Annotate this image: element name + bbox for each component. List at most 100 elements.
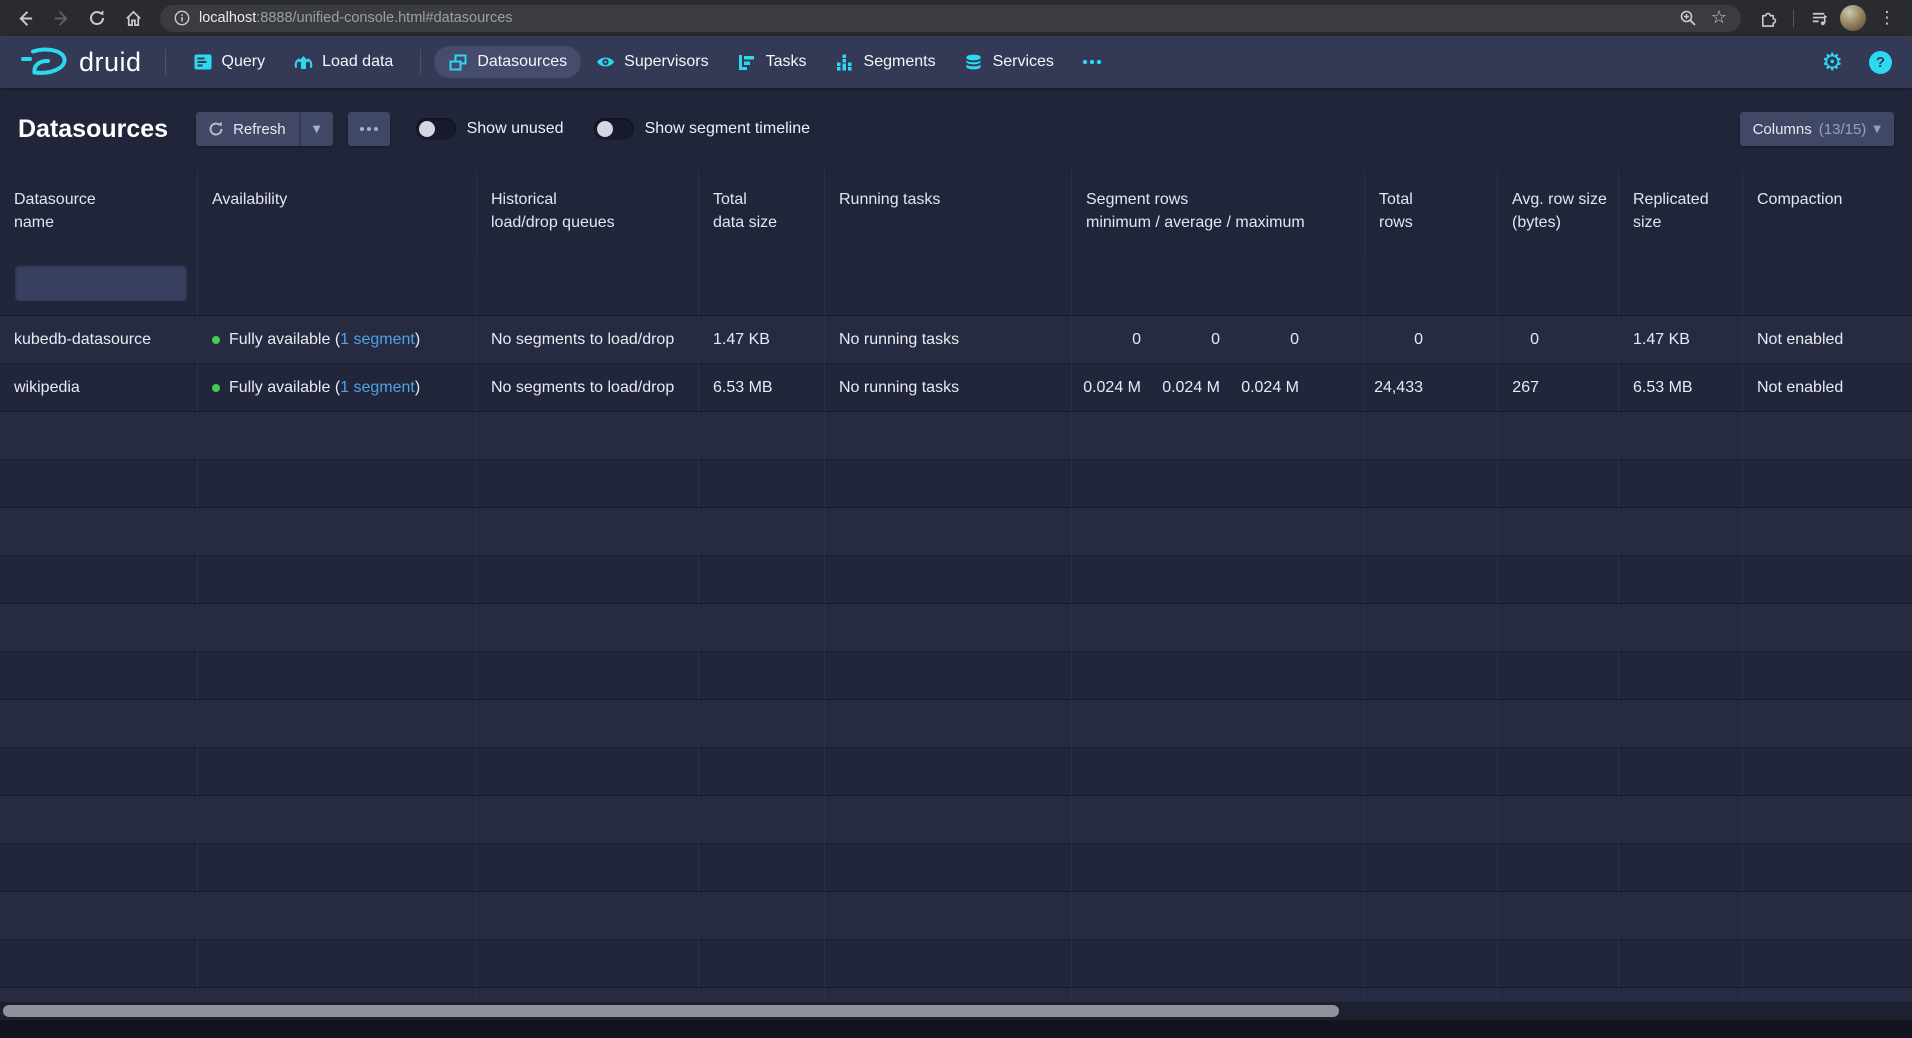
col-header-running-tasks[interactable]: Running tasks [825,170,1072,250]
segment-rows-avg: 0 [1211,330,1220,348]
nav-tab-services[interactable]: Services [950,46,1068,78]
eye-icon [595,53,615,71]
table-row-empty [0,748,1912,796]
gantt-chart-icon [737,53,757,71]
columns-dropdown-button[interactable]: Columns (13/15) ▼ [1739,112,1894,146]
more-actions-button[interactable] [347,112,390,146]
nav-divider [420,49,422,75]
empty-rows-region [0,412,1912,1002]
cell-datasource-name[interactable]: wikipedia [0,364,198,411]
show-unused-toggle[interactable] [415,118,456,140]
nav-tab-supervisors[interactable]: Supervisors [581,46,722,78]
zoom-icon[interactable] [1679,9,1697,27]
table-row: wikipedia Fully available (1 segment) No… [0,364,1912,412]
refresh-interval-dropdown[interactable]: ▼ [299,112,333,146]
settings-gear-icon[interactable]: ⚙ [1821,48,1843,76]
table-row-empty [0,844,1912,892]
cell-compaction[interactable]: Not enabled [1757,378,1844,396]
datasource-name-filter-input[interactable] [15,264,187,301]
chevron-down-icon: ▼ [1873,123,1881,135]
refresh-icon [209,121,223,136]
col-header-total-rows[interactable]: Total rows [1365,170,1498,250]
table-row-empty [0,652,1912,700]
reload-icon[interactable] [82,3,112,33]
col-header-datasource-name[interactable]: Datasource name [0,170,198,250]
nav-tab-label: Segments [863,53,936,70]
nav-tab-label: Tasks [765,53,807,70]
nav-tab-query[interactable]: Query [179,46,280,78]
nav-more-menu[interactable] [1068,46,1116,78]
site-info-icon[interactable] [174,10,190,26]
segment-rows-avg: 0.024 M [1162,378,1220,396]
back-icon[interactable] [10,3,40,33]
nav-tab-label: Query [221,53,266,70]
cell-datasource-name[interactable]: kubedb-datasource [0,316,198,363]
availability-status-icon [212,335,220,344]
table-row-empty [0,604,1912,652]
table-filter-row [0,250,1912,316]
table-row-empty [0,796,1912,844]
cell-availability: Fully available (1 segment) [198,316,477,363]
cell-running-tasks: No running tasks [825,364,1072,411]
cell-total-rows: 24,433 [1365,364,1498,411]
forward-icon[interactable] [46,3,76,33]
horizontal-scrollbar[interactable] [0,1002,1912,1020]
nav-tab-datasources[interactable]: Datasources [434,46,582,78]
cell-compaction[interactable]: Not enabled [1757,330,1844,348]
nav-tab-label: Datasources [477,53,568,70]
scrollbar-thumb[interactable] [3,1005,1339,1017]
nav-tab-load-data[interactable]: Load data [279,46,407,78]
load-data-icon [293,53,313,71]
col-header-replicated-size[interactable]: Replicated size [1619,170,1743,250]
nav-tab-segments[interactable]: Segments [821,46,950,78]
cell-avg-row-size: 267 [1498,364,1619,411]
toolbar-divider [1793,9,1794,27]
browser-toolbar: localhost:8888/unified-console.html#data… [0,0,1912,36]
bookmark-star-icon[interactable]: ☆ [1710,7,1727,28]
cell-load-drop: No segments to load/drop [477,364,699,411]
extensions-icon[interactable] [1753,3,1783,33]
cell-segment-rows: 0.024 M 0.024 M 0.024 M [1072,364,1365,411]
browser-menu-icon[interactable]: ⋮ [1878,8,1896,28]
toggle-knob [418,121,435,137]
col-header-total-data-size[interactable]: Total data size [699,170,825,250]
refresh-button[interactable]: Refresh [196,112,300,146]
col-header-load-drop[interactable]: Historical load/drop queues [477,170,699,250]
chevron-down-icon: ▼ [312,123,321,135]
address-bar[interactable]: localhost:8888/unified-console.html#data… [160,4,1741,32]
table-row-empty [0,892,1912,940]
col-header-compaction[interactable]: Compaction [1757,191,1843,208]
home-icon[interactable] [118,3,148,33]
cell-replicated-size: 6.53 MB [1619,364,1743,411]
datasources-icon [448,53,468,71]
table-header-row: Datasource name Availability Historical lo… [0,170,1912,250]
url-host: localhost [199,10,257,26]
help-icon[interactable]: ? [1869,50,1892,74]
show-segment-timeline-toggle[interactable] [593,118,634,140]
table-row-empty [0,940,1912,988]
profile-avatar[interactable] [1840,5,1866,31]
nav-tab-tasks[interactable]: Tasks [723,46,821,78]
toggle-knob [596,121,613,137]
col-header-availability[interactable]: Availability [198,170,477,250]
col-header-segment-rows[interactable]: Segment rows minimum / average / maximum [1072,170,1365,250]
druid-brand[interactable]: druid [20,46,142,78]
cell-segment-rows: 0 0 0 [1072,316,1365,363]
url-text[interactable]: localhost:8888/unified-console.html#data… [199,10,513,26]
availability-status-icon [212,383,220,392]
playlist-icon[interactable] [1804,3,1834,33]
table-row: kubedb-datasource Fully available (1 seg… [0,316,1912,364]
segment-count-link[interactable]: 1 segment [340,330,415,348]
table-row-empty [0,412,1912,460]
segment-rows-min: 0 [1132,330,1141,348]
cell-running-tasks: No running tasks [825,316,1072,363]
segment-count-link[interactable]: 1 segment [340,378,415,396]
table-row-empty [0,988,1912,1002]
ellipsis-icon [1082,53,1102,71]
nav-divider [164,49,166,75]
cell-total-data-size: 6.53 MB [699,364,825,411]
col-header-avg-row-size[interactable]: Avg. row size (bytes) [1498,170,1619,250]
query-icon [193,53,213,71]
table-row-empty [0,460,1912,508]
